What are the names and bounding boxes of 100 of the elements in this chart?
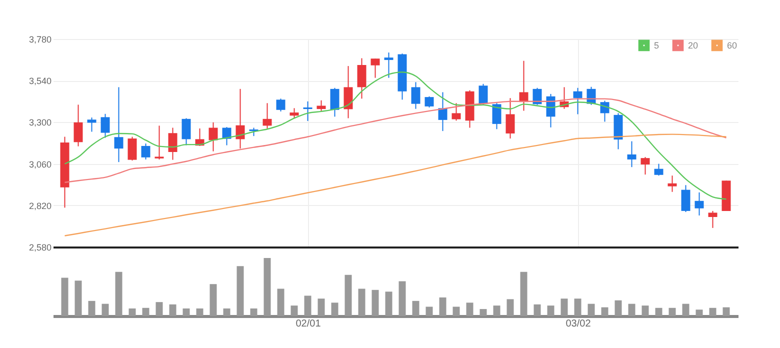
- bar: [696, 310, 703, 316]
- y-tick-label: 3,540: [28, 76, 52, 86]
- candlestick: [303, 100, 312, 122]
- bar: [452, 306, 460, 316]
- bar: [655, 308, 662, 316]
- candlestick: [290, 108, 299, 119]
- candlestick: [154, 125, 164, 160]
- y-tick-label: 3,060: [28, 159, 52, 170]
- candlestick: [370, 58, 380, 78]
- x-tick-label: 03/02: [566, 318, 592, 330]
- candlestick: [452, 102, 461, 122]
- bar: [128, 308, 136, 316]
- bar: [88, 300, 96, 316]
- candlestick: [438, 92, 448, 132]
- candlestick: [654, 163, 664, 176]
- candlestick: [128, 136, 137, 162]
- candlestick: [330, 87, 340, 118]
- legend-label: 5: [654, 40, 660, 50]
- bar: [520, 272, 528, 316]
- bar: [439, 297, 446, 316]
- candlestick: [478, 83, 488, 106]
- candlestick: [627, 140, 636, 168]
- bar: [142, 308, 150, 316]
- bar: [223, 308, 230, 316]
- candlestick: [357, 58, 366, 100]
- bar: [614, 300, 622, 316]
- candlestick: [573, 87, 582, 115]
- bar: [115, 272, 122, 316]
- candlestick: [506, 98, 515, 139]
- bar: [601, 307, 608, 316]
- bar: [372, 290, 379, 316]
- bar: [682, 304, 690, 316]
- candlestick: [492, 102, 502, 130]
- candlestick: [640, 156, 650, 176]
- bar: [277, 288, 284, 316]
- bar: [196, 308, 204, 316]
- y-tick-label: 3,300: [28, 118, 52, 128]
- bar: [628, 304, 636, 316]
- legend-label: 60: [727, 40, 738, 50]
- bar: [480, 309, 487, 316]
- bar: [506, 299, 514, 316]
- candlestick: [262, 102, 272, 129]
- bar: [210, 284, 217, 316]
- bar: [426, 306, 433, 316]
- line-series: [64, 72, 727, 200]
- candlestick: [276, 98, 286, 112]
- candlestick: [168, 127, 178, 160]
- bar: [412, 300, 420, 316]
- candlestick: [532, 87, 542, 106]
- bar: [264, 258, 271, 316]
- x-tick-label: 02/01: [296, 318, 322, 330]
- bar: [709, 308, 716, 316]
- bar: [74, 280, 82, 316]
- candlestick: [411, 82, 420, 110]
- bar: [182, 308, 190, 316]
- candlestick: [424, 96, 434, 108]
- candlestick: [519, 60, 528, 112]
- bar: [102, 304, 109, 316]
- candlestick: [208, 122, 218, 152]
- bar: [156, 302, 163, 316]
- bar: [493, 306, 500, 316]
- bar: [250, 308, 258, 316]
- legend-label: 20: [688, 40, 698, 50]
- bar: [169, 304, 176, 316]
- bar: [290, 306, 298, 316]
- y-tick-label: 2,820: [28, 200, 52, 211]
- bar: [574, 298, 582, 316]
- bar: [398, 281, 406, 316]
- bar: [642, 306, 649, 316]
- line-series: [64, 134, 727, 236]
- bar: [318, 298, 325, 316]
- bar: [331, 302, 338, 316]
- bar: [61, 278, 68, 316]
- bar: [385, 292, 392, 316]
- candlestick: [87, 117, 96, 132]
- bar: [668, 308, 676, 316]
- candlestick: [141, 143, 150, 160]
- bar: [547, 306, 554, 316]
- bar: [534, 304, 541, 316]
- candlestick: [222, 126, 232, 146]
- candlestick: [668, 175, 677, 192]
- bar: [560, 298, 568, 316]
- candlestick: [681, 184, 690, 212]
- bar: [304, 296, 312, 316]
- candlestick: [316, 100, 326, 112]
- candlestick: [344, 66, 353, 119]
- candlestick: [74, 104, 83, 147]
- candlestick: [100, 113, 110, 138]
- y-tick-label: 2,580: [28, 242, 52, 252]
- candlestick: [694, 192, 704, 216]
- bar: [358, 288, 366, 316]
- candlestick: [114, 86, 124, 163]
- bar: [722, 307, 730, 316]
- candlestick: [384, 52, 394, 78]
- bar: [344, 274, 352, 316]
- bar: [588, 304, 595, 316]
- candlestick: [182, 118, 191, 146]
- y-tick-label: 3,780: [28, 34, 52, 44]
- bar: [236, 266, 244, 316]
- bar: [466, 302, 474, 316]
